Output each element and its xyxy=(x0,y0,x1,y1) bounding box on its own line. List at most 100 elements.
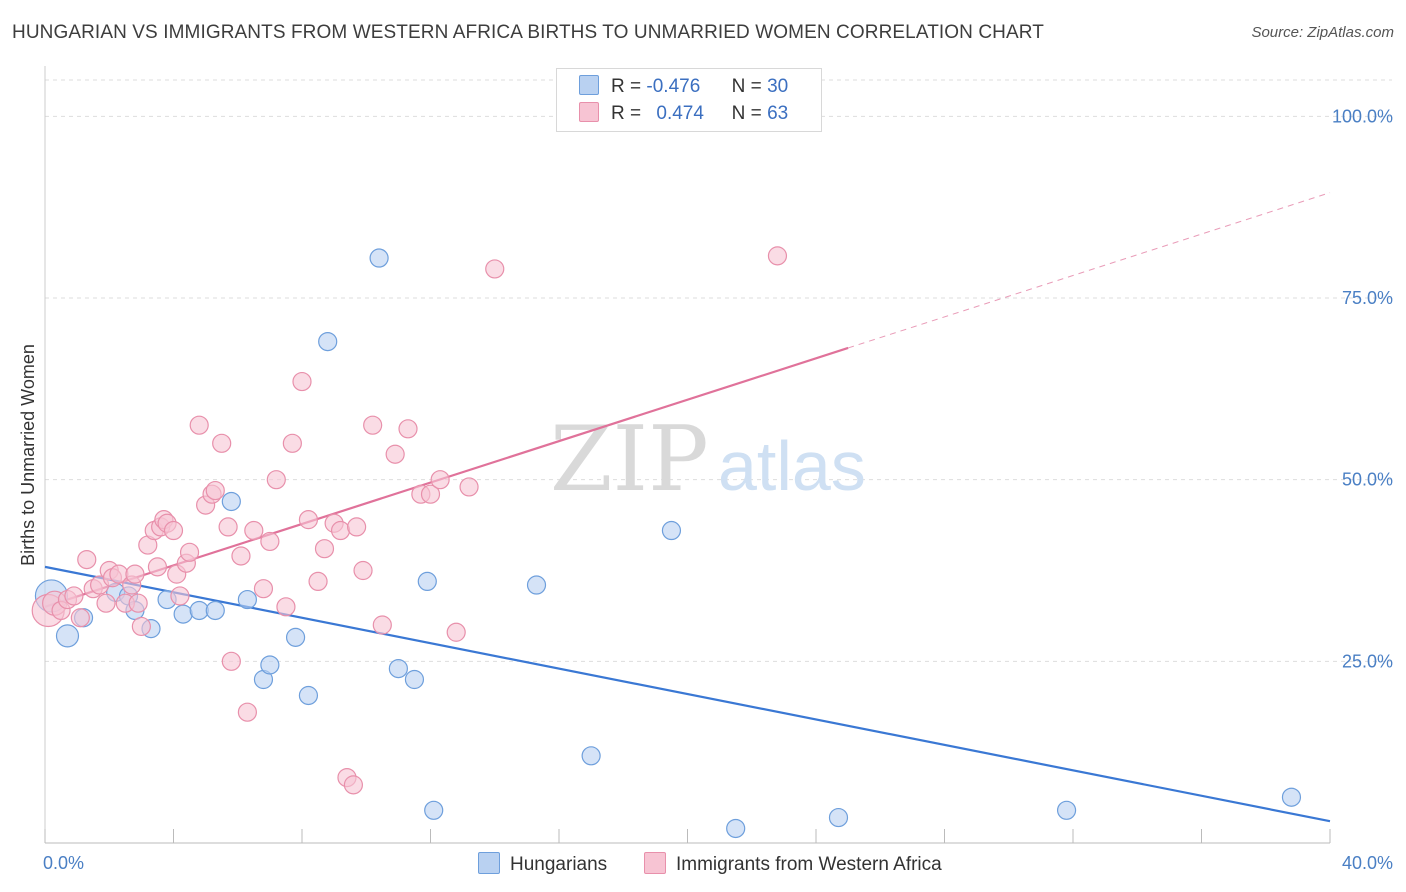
axes xyxy=(44,66,1331,844)
y-tick-label: 100.0% xyxy=(1332,106,1393,126)
immigrant-point xyxy=(77,549,97,570)
immigrant-point xyxy=(347,517,367,537)
immigrant-point xyxy=(372,615,392,635)
hungarian-point xyxy=(173,604,193,624)
data-points xyxy=(31,246,1302,839)
immigrant-point xyxy=(147,557,168,577)
immigrant-point xyxy=(96,593,116,613)
hungarian-point xyxy=(424,800,444,820)
immigrant-point xyxy=(218,517,238,537)
chart-source: Source: ZipAtlas.com xyxy=(1251,24,1394,41)
immigrant-point xyxy=(308,571,328,592)
immigrant-point xyxy=(64,586,84,606)
bottom-legend-label: Immigrants from Western Africa xyxy=(676,854,942,875)
immigrant-point xyxy=(131,616,151,637)
immigrant-point xyxy=(459,477,479,497)
immigrant-point xyxy=(260,531,280,552)
immigrant-point xyxy=(244,520,264,541)
bottom-legend-swatch-blue xyxy=(478,852,500,874)
immigrant-point xyxy=(276,597,296,617)
hungarian-point xyxy=(55,624,80,648)
immigrant-point xyxy=(205,480,225,501)
bottom-legend-label: Hungarians xyxy=(510,854,608,875)
immigrant-point xyxy=(385,444,405,464)
legend-swatch-pink xyxy=(579,102,599,122)
hungarian-point xyxy=(285,627,306,647)
hungarian-point xyxy=(205,600,225,621)
immigrant-point xyxy=(485,259,505,279)
immigrant-point xyxy=(179,542,200,562)
immigrant-point xyxy=(343,775,363,795)
hungarian-point xyxy=(1281,787,1302,807)
y-tick-label: 50.0% xyxy=(1342,470,1393,490)
immigrant-point xyxy=(221,651,241,671)
immigrant-point xyxy=(298,510,319,530)
immigrant-point xyxy=(212,433,232,453)
y-tick-labels: 25.0% 50.0% 75.0% 100.0% xyxy=(1332,106,1393,671)
immigrant-point xyxy=(330,520,351,541)
immigrant-point xyxy=(282,433,302,453)
immigrant-point xyxy=(189,415,209,435)
immigrant-point xyxy=(420,484,441,504)
immigrant-point xyxy=(231,546,251,566)
legend-n-value: 63 xyxy=(767,103,789,124)
immigrant-point xyxy=(70,608,90,628)
immigrant-point xyxy=(253,579,274,599)
hungarian-point xyxy=(189,600,209,621)
hungarian-point xyxy=(318,332,338,352)
legend-r-value: 0.474 xyxy=(656,103,704,124)
hungarian-trend-line xyxy=(44,565,1331,823)
bottom-legend-hungarians: Hungarians xyxy=(478,852,607,876)
legend-row-immigrants: R = 0.474 N = 63 xyxy=(579,102,788,128)
watermark-zip: ZIP xyxy=(550,407,709,512)
hungarian-point xyxy=(298,685,319,706)
immigrant-point xyxy=(767,246,788,266)
immigrant-point xyxy=(314,539,335,559)
immigrant-trend-extension xyxy=(847,192,1331,349)
immigrant-point xyxy=(398,419,418,439)
hungarian-point xyxy=(260,655,280,675)
legend-n-value: 30 xyxy=(767,76,789,97)
bottom-legend-immigrants: Immigrants from Western Africa xyxy=(644,852,942,876)
immigrant-point xyxy=(266,470,286,490)
gridlines xyxy=(45,79,1392,662)
hungarian-point xyxy=(404,669,425,690)
legend-swatch-blue xyxy=(579,75,599,95)
immigrant-point xyxy=(292,371,312,392)
x-tick-label: 0.0% xyxy=(43,853,84,873)
watermark-atlas: atlas xyxy=(718,427,866,505)
hungarian-point xyxy=(388,658,408,679)
immigrant-point xyxy=(446,622,466,642)
legend-r-value: -0.476 xyxy=(646,76,701,97)
hungarian-point xyxy=(726,818,746,839)
immigrant-point xyxy=(163,520,184,541)
hungarian-point xyxy=(237,589,257,610)
bottom-legend-swatch-pink xyxy=(644,852,666,874)
correlation-legend: R = -0.476 N = 30 R = 0.474 N = 63 xyxy=(556,68,822,132)
hungarian-point xyxy=(526,575,547,595)
immigrant-point xyxy=(353,560,373,581)
hungarian-point xyxy=(581,746,601,766)
legend-r-label: R = xyxy=(611,76,642,97)
chart-title: HUNGARIAN VS IMMIGRANTS FROM WESTERN AFR… xyxy=(12,22,1044,43)
legend-n-label: N = xyxy=(731,76,762,97)
immigrant-point xyxy=(237,702,257,722)
hungarian-point xyxy=(221,491,241,512)
y-tick-label: 25.0% xyxy=(1342,651,1393,671)
legend-n-label: N = xyxy=(731,103,762,124)
immigrant-point xyxy=(363,415,383,435)
hungarian-point xyxy=(661,520,682,541)
immigrant-point xyxy=(125,564,145,584)
immigrant-point xyxy=(128,593,148,613)
immigrant-point xyxy=(170,586,190,606)
hungarian-point xyxy=(417,571,437,592)
x-tick-label: 40.0% xyxy=(1342,853,1393,873)
y-tick-label: 75.0% xyxy=(1342,288,1393,308)
legend-row-hungarians: R = -0.476 N = 30 xyxy=(579,75,788,101)
x-tick-labels: 0.0% 40.0% xyxy=(43,853,1393,873)
y-axis-label: Births to Unmarried Women xyxy=(18,344,38,566)
hungarian-point xyxy=(369,248,389,268)
legend-r-label: R = xyxy=(611,103,642,124)
hungarian-point xyxy=(1056,800,1077,820)
